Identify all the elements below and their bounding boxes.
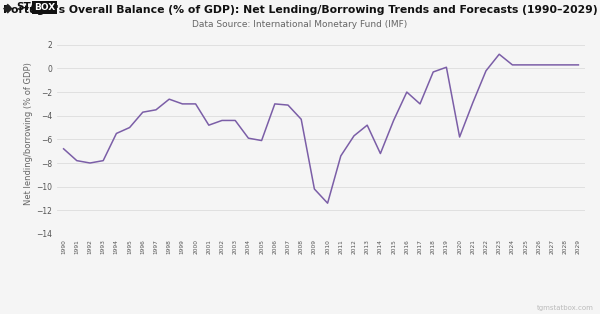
Text: Portugal's Overall Balance (% of GDP): Net Lending/Borrowing Trends and Forecast: Portugal's Overall Balance (% of GDP): N… [2,5,598,15]
Text: Data Source: International Monetary Fund (IMF): Data Source: International Monetary Fund… [193,20,407,30]
Text: tgmstatbox.com: tgmstatbox.com [537,305,594,311]
Text: BOX: BOX [34,3,55,12]
Text: STAT: STAT [16,2,45,12]
Y-axis label: Net lending/borrowing (% of GDP): Net lending/borrowing (% of GDP) [25,62,34,205]
Text: ◆: ◆ [3,2,13,14]
